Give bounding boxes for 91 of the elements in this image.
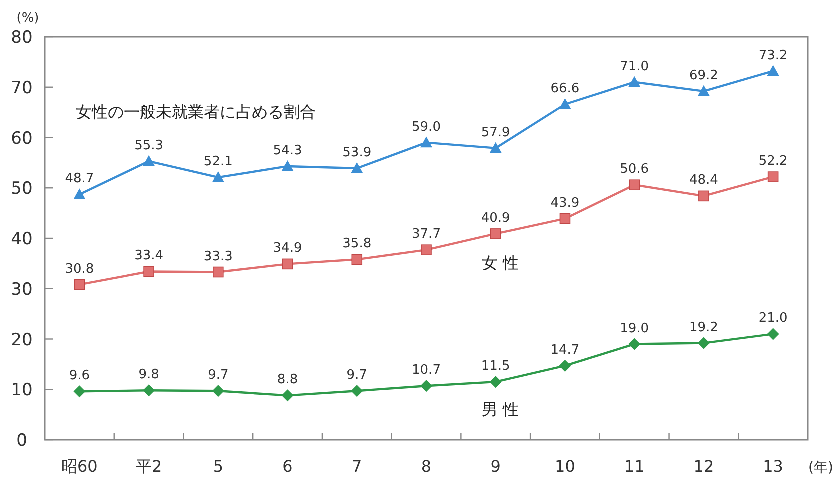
data-label: 55.3 xyxy=(134,138,164,154)
data-label: 48.4 xyxy=(689,173,718,188)
point xyxy=(768,172,779,182)
series-label: 男 性 xyxy=(482,400,520,419)
data-label: 50.6 xyxy=(620,162,650,178)
data-label: 8.8 xyxy=(277,372,298,388)
point xyxy=(560,213,571,224)
x-tick-label: 9 xyxy=(490,457,501,476)
data-label: 14.7 xyxy=(550,342,580,358)
y-tick-label: 50 xyxy=(11,179,33,200)
point xyxy=(490,376,502,388)
point xyxy=(420,380,432,392)
data-label: 33.4 xyxy=(134,248,164,264)
data-label: 69.2 xyxy=(689,68,718,84)
x-axis-title: (年) xyxy=(808,460,834,476)
point xyxy=(351,385,364,398)
point xyxy=(143,155,156,166)
text: 女性の一般未就業者に占める割合 xyxy=(76,102,316,122)
point xyxy=(282,390,294,402)
y-tick-label: 10 xyxy=(11,380,33,401)
data-label: 37.7 xyxy=(412,227,441,242)
y-axis-title: (%) xyxy=(16,11,40,26)
point xyxy=(421,244,432,256)
point xyxy=(629,180,640,190)
data-label: 66.6 xyxy=(550,82,580,97)
y-tick-label: 20 xyxy=(11,330,33,350)
point xyxy=(698,337,710,350)
point xyxy=(698,190,710,202)
x-tick-label: 13 xyxy=(763,457,784,476)
series-label: 女 性 xyxy=(482,254,520,273)
point xyxy=(213,266,224,278)
x-tick-label: 11 xyxy=(624,457,645,476)
data-label: 48.7 xyxy=(65,172,94,187)
point xyxy=(698,85,710,96)
data-label: 35.8 xyxy=(342,236,372,252)
point xyxy=(767,328,780,340)
point xyxy=(420,136,432,148)
x-tick-label: 昭60 xyxy=(62,457,98,476)
data-label: 19.0 xyxy=(620,321,650,336)
point xyxy=(490,142,502,154)
data-label: 9.7 xyxy=(208,368,229,384)
data-label: 54.3 xyxy=(273,143,302,158)
x-tick-label: 12 xyxy=(694,457,714,476)
x-tick-label: 7 xyxy=(352,457,362,476)
y-tick-label: 40 xyxy=(11,230,33,250)
point xyxy=(74,279,86,290)
point xyxy=(144,266,154,278)
y-tick-label: 70 xyxy=(11,78,33,98)
data-label: 30.8 xyxy=(65,262,94,277)
point xyxy=(74,386,86,398)
data-label: 9.6 xyxy=(69,368,90,384)
point xyxy=(767,65,780,76)
point xyxy=(628,76,641,88)
point xyxy=(559,360,572,372)
point xyxy=(212,172,224,182)
y-tick-label: 0 xyxy=(16,431,28,451)
data-label: 11.5 xyxy=(481,359,510,374)
x-tick-label: 5 xyxy=(213,457,224,476)
data-label: 40.9 xyxy=(481,210,510,226)
data-label: 10.7 xyxy=(412,363,441,378)
data-label: 73.2 xyxy=(758,48,788,64)
y-tick-label: 60 xyxy=(11,128,33,149)
point xyxy=(490,228,502,240)
x-tick-label: 平2 xyxy=(136,457,162,476)
point xyxy=(352,254,363,266)
data-label: 52.2 xyxy=(758,154,788,170)
y-tick-label: 80 xyxy=(11,28,33,48)
data-label: 9.7 xyxy=(346,368,368,384)
data-label: 33.3 xyxy=(204,249,233,264)
data-label: 53.9 xyxy=(342,145,372,160)
point xyxy=(351,162,364,174)
point xyxy=(282,258,294,270)
data-label: 34.9 xyxy=(273,241,302,256)
x-tick-label: 6 xyxy=(282,457,293,476)
data-label: 57.9 xyxy=(481,125,510,140)
data-label: 71.0 xyxy=(620,59,650,74)
point xyxy=(74,188,86,200)
y-tick-label: 30 xyxy=(11,280,33,300)
point xyxy=(282,160,294,172)
data-label: 59.0 xyxy=(412,120,441,135)
data-label: 52.1 xyxy=(204,154,233,170)
data-label: 9.8 xyxy=(138,368,160,383)
data-label: 43.9 xyxy=(550,196,580,211)
point xyxy=(559,98,572,110)
x-tick-label: 10 xyxy=(555,457,576,476)
x-tick-label: 8 xyxy=(421,457,432,476)
point xyxy=(212,385,224,398)
point xyxy=(628,338,641,350)
data-label: 19.2 xyxy=(689,320,718,336)
data-label: 21.0 xyxy=(758,311,788,326)
point xyxy=(143,384,156,397)
